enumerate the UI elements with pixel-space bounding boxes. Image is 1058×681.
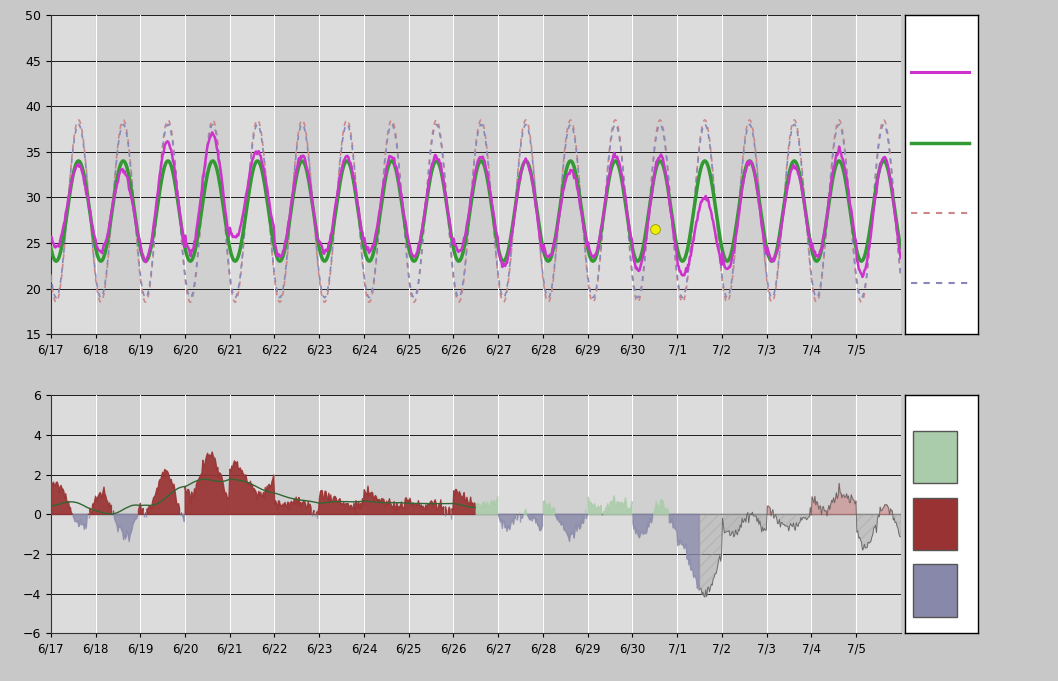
Bar: [913, 565, 957, 617]
Bar: [141, 15, 185, 334]
Bar: [633, 15, 677, 334]
Bar: [408, 15, 454, 334]
Bar: [722, 396, 767, 633]
Bar: [856, 15, 900, 334]
Bar: [320, 396, 364, 633]
Bar: [498, 396, 543, 633]
Bar: [408, 396, 454, 633]
Bar: [587, 396, 633, 633]
Bar: [230, 396, 274, 633]
Bar: [95, 15, 141, 334]
Bar: [51, 15, 95, 334]
Bar: [677, 15, 722, 334]
Bar: [274, 396, 320, 633]
Bar: [185, 396, 230, 633]
Bar: [364, 396, 408, 633]
Bar: [913, 431, 957, 484]
Bar: [633, 396, 677, 633]
Bar: [274, 15, 320, 334]
Bar: [811, 396, 856, 633]
Bar: [722, 15, 767, 334]
Bar: [856, 396, 900, 633]
Bar: [811, 15, 856, 334]
Bar: [767, 396, 811, 633]
Bar: [454, 396, 498, 633]
Bar: [543, 15, 587, 334]
Bar: [230, 15, 274, 334]
Bar: [498, 15, 543, 334]
Bar: [185, 15, 230, 334]
Bar: [543, 396, 587, 633]
Bar: [141, 396, 185, 633]
Bar: [767, 15, 811, 334]
Bar: [677, 396, 722, 633]
Bar: [364, 15, 408, 334]
Bar: [587, 15, 633, 334]
Bar: [51, 396, 95, 633]
Bar: [95, 396, 141, 633]
Bar: [913, 498, 957, 550]
Bar: [454, 15, 498, 334]
Bar: [320, 15, 364, 334]
